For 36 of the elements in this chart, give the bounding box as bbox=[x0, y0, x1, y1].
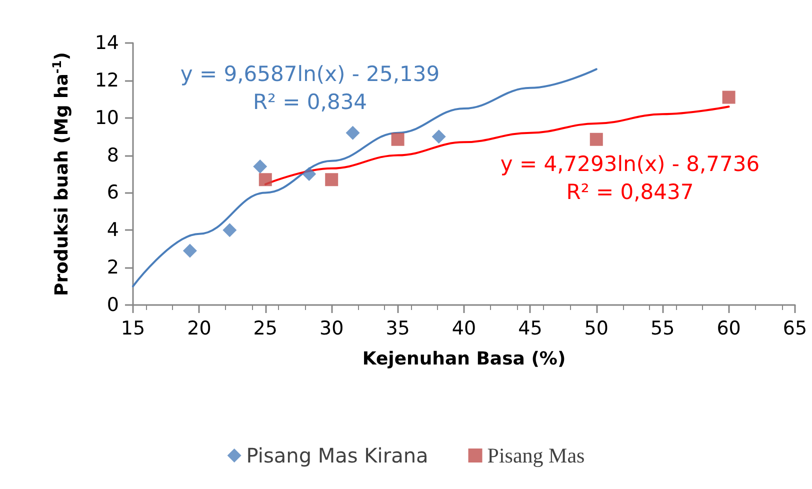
point bbox=[391, 132, 404, 146]
point bbox=[346, 126, 360, 140]
legend-label: Pisang Mas bbox=[487, 444, 585, 468]
point bbox=[222, 223, 237, 238]
point bbox=[182, 244, 197, 258]
y-tick-label: 0 bbox=[106, 294, 119, 316]
point bbox=[325, 173, 338, 186]
y-axis-title: Produksi buah (Mg ha-1) bbox=[50, 52, 72, 296]
point bbox=[253, 160, 268, 174]
x-tick-label: 40 bbox=[452, 318, 476, 340]
x-tick-label: 50 bbox=[584, 318, 608, 340]
legend-label: Pisang Mas Kirana bbox=[246, 444, 428, 468]
x-tick-label: 65 bbox=[782, 318, 808, 340]
y-tick-label: 10 bbox=[94, 106, 119, 129]
point bbox=[302, 167, 316, 181]
x-tick-label: 60 bbox=[716, 318, 741, 340]
y-tick-label: 6 bbox=[106, 182, 119, 204]
x-tick-label: 35 bbox=[386, 318, 410, 340]
point bbox=[722, 90, 736, 104]
point bbox=[590, 132, 603, 146]
y-tick-label: 12 bbox=[94, 69, 119, 92]
x-tick-label: 45 bbox=[518, 318, 542, 340]
point bbox=[432, 130, 446, 144]
x-tick-label: 20 bbox=[187, 318, 212, 340]
y-tick-label: 14 bbox=[94, 32, 119, 54]
point bbox=[258, 173, 272, 186]
y-tick-label: 4 bbox=[106, 219, 119, 242]
y-tick-label: 2 bbox=[106, 256, 119, 279]
x-tick-label: 55 bbox=[650, 318, 675, 340]
annotation: y = 4,7293ln(x) - 8,7736 R² = 0,8437 bbox=[500, 152, 760, 204]
x-tick-label: 25 bbox=[253, 318, 278, 340]
y-tick-label: 8 bbox=[106, 144, 119, 166]
annotation: y = 9,6587ln(x) - 25,139 R² = 0,834 bbox=[180, 62, 440, 114]
x-tick-label: 15 bbox=[120, 318, 146, 340]
x-axis-title: Kejenuhan Basa (%) bbox=[362, 348, 566, 370]
x-tick-label: 30 bbox=[320, 318, 344, 340]
